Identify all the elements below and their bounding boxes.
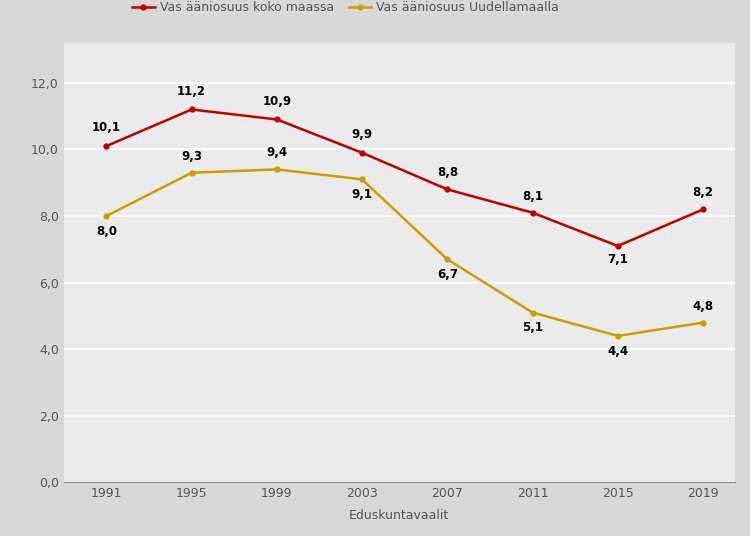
Text: 8,8: 8,8 [436,166,458,180]
Vas ääniosuus Uudellamaalla [272,166,281,173]
Text: 10,9: 10,9 [262,95,292,108]
Line: Vas ääniosuus koko maassa: Vas ääniosuus koko maassa [104,107,706,248]
Text: 9,1: 9,1 [352,188,373,201]
Legend: Vas ääniosuus koko maassa, Vas ääniosuus Uudellamaalla: Vas ääniosuus koko maassa, Vas ääniosuus… [128,0,564,19]
Line: Vas ääniosuus Uudellamaalla: Vas ääniosuus Uudellamaalla [104,167,706,338]
Text: 8,2: 8,2 [692,187,713,199]
Text: 6,7: 6,7 [436,268,457,281]
Text: 4,8: 4,8 [692,300,713,312]
Vas ääniosuus koko maassa [614,243,622,249]
Text: 7,1: 7,1 [608,253,628,266]
Vas ääniosuus koko maassa [187,106,196,113]
Vas ääniosuus koko maassa [358,150,367,156]
Vas ääniosuus Uudellamaalla [102,213,111,219]
Text: 9,9: 9,9 [352,128,373,141]
Text: 4,4: 4,4 [608,345,628,358]
Vas ääniosuus Uudellamaalla [358,176,367,183]
Vas ääniosuus Uudellamaalla [528,309,537,316]
Vas ääniosuus koko maassa [698,206,707,213]
Text: 10,1: 10,1 [92,122,121,135]
Vas ääniosuus koko maassa [272,116,281,123]
Vas ääniosuus Uudellamaalla [614,333,622,339]
Text: 8,0: 8,0 [96,225,117,237]
Vas ääniosuus koko maassa [528,210,537,216]
Text: 9,4: 9,4 [266,146,287,159]
Text: 11,2: 11,2 [177,85,206,98]
Vas ääniosuus koko maassa [102,143,111,150]
X-axis label: Eduskuntavaalit: Eduskuntavaalit [350,509,449,522]
Text: 9,3: 9,3 [181,150,202,163]
Vas ääniosuus Uudellamaalla [442,256,452,263]
Vas ääniosuus Uudellamaalla [698,319,707,326]
Text: 5,1: 5,1 [522,321,543,334]
Vas ääniosuus Uudellamaalla [187,169,196,176]
Text: 8,1: 8,1 [522,190,543,203]
Vas ääniosuus koko maassa [442,186,452,192]
